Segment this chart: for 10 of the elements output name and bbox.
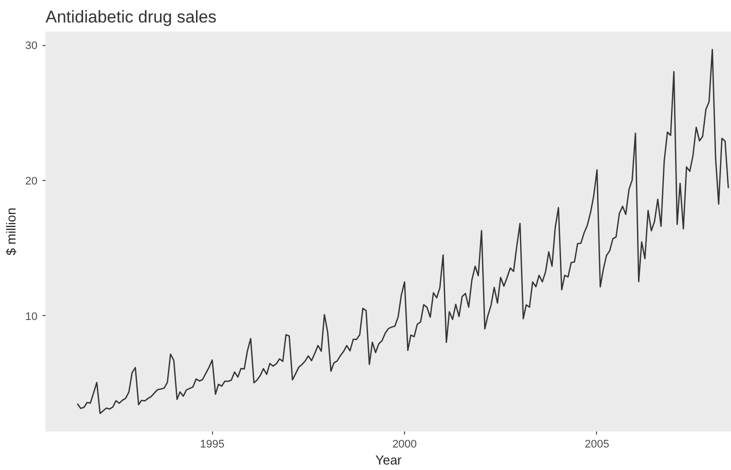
y-tick-label: 30: [25, 40, 38, 52]
chart-title: Antidiabetic drug sales: [46, 8, 217, 26]
x-tick-label: 2005: [584, 438, 610, 450]
x-axis-title: Year: [375, 452, 402, 468]
x-tick-label: 1995: [200, 438, 224, 450]
line-series: [76, 48, 729, 414]
y-axis-title: $ million: [3, 208, 18, 256]
y-tick-label: 10: [25, 310, 38, 323]
y-tick-label: 20: [25, 176, 38, 188]
x-tick-label: 2000: [392, 438, 417, 450]
